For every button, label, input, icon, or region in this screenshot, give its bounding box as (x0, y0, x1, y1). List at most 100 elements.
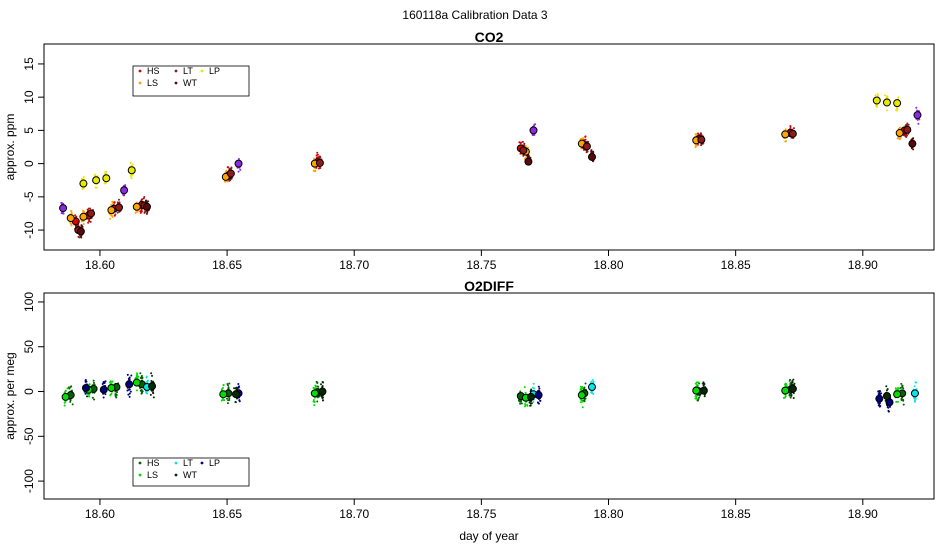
co2-panel: CO2 approx. ppm 18.60 18.65 18.70 18.75 18.8… (3, 29, 935, 272)
o2diff-sample-point (878, 390, 881, 393)
co2-x-tick-label: 18.60 (85, 258, 115, 272)
o2diff-sample-point (129, 390, 132, 393)
co2-sample-point (916, 109, 919, 112)
o2diff-sample-point (584, 382, 587, 385)
o2diff-sample-point (227, 384, 230, 387)
co2-x-tick-label: 18.75 (466, 258, 496, 272)
o2diff-legend-swatch (138, 473, 142, 477)
co2-sample-point (906, 134, 909, 137)
o2diff-sample-point (879, 392, 882, 395)
co2-sample-point (82, 210, 85, 213)
co2-sample-point (70, 212, 73, 215)
co2-sample-point (916, 118, 919, 121)
o2diff-sample-point (698, 396, 701, 399)
co2-y-tick-label: -10 (22, 221, 36, 239)
o2diff-means (61, 378, 919, 407)
co2-sample-point (697, 133, 700, 136)
o2diff-sample-point (885, 389, 888, 392)
o2diff-panel: O2DIFF approx. per meg day of year 18.60… (3, 278, 935, 543)
o2diff-sample-point (524, 405, 527, 408)
co2-plot-frame (43, 43, 935, 251)
o2diff-plot-frame (43, 292, 935, 500)
o2diff-sample-point (702, 381, 705, 384)
o2diff-sample-point (902, 403, 905, 406)
o2diff-sample-point (529, 404, 532, 407)
o2diff-sample-point (788, 394, 791, 397)
o2diff-legend-label: LS (147, 470, 158, 480)
o2diff-sample-point (900, 398, 903, 401)
co2-sample-point (585, 151, 588, 154)
o2diff-sample-point (126, 373, 129, 376)
co2-sample-point (695, 133, 698, 136)
o2diff-sample-point (316, 382, 319, 385)
o2diff-legend-label: HS (147, 458, 160, 468)
co2-sample-point (77, 235, 80, 238)
co2-mean-marker (587, 152, 596, 161)
o2diff-mean-marker (125, 380, 134, 389)
co2-sample-point (134, 211, 137, 214)
o2diff-sample-point (84, 392, 87, 395)
o2diff-x-tick-label: 18.65 (212, 507, 242, 521)
o2diff-sample-point (524, 391, 527, 394)
o2diff-sample-point (321, 399, 324, 402)
o2diff-sample-point (102, 396, 105, 399)
co2-sample-point (912, 148, 915, 151)
o2diff-sample-point (314, 384, 317, 387)
co2-sample-point (899, 136, 902, 139)
co2-mean-marker (882, 98, 891, 107)
o2diff-sample-point (900, 382, 903, 385)
o2diff-sample-point (886, 388, 889, 391)
co2-mean-marker (120, 186, 129, 195)
o2diff-legend-swatch (174, 461, 178, 465)
o2diff-sample-point (518, 399, 521, 402)
o2diff-sample-point (894, 387, 897, 390)
o2diff-sample-point (152, 380, 155, 383)
o2diff-x-tick-label: 18.85 (721, 507, 751, 521)
o2diff-sample-point (88, 395, 91, 398)
o2diff-sample-point (116, 391, 119, 394)
o2diff-sample-point (789, 396, 792, 399)
co2-y-tick-label: -5 (22, 191, 36, 202)
o2diff-sample-point (902, 387, 905, 390)
co2-sample-point (60, 212, 63, 215)
o2diff-sample-point (152, 392, 155, 395)
co2-sample-point (70, 209, 73, 212)
co2-mean-marker (529, 126, 538, 135)
co2-sample-point (875, 104, 878, 107)
o2diff-sample-point (537, 385, 540, 388)
co2-sample-point (318, 156, 321, 159)
o2diff-sample-point (152, 396, 155, 399)
o2diff-x-axis-label: day of year (459, 529, 518, 543)
co2-sample-point (592, 151, 595, 154)
co2-sample-point (62, 212, 65, 215)
o2diff-legend-swatch (200, 461, 204, 465)
o2diff-sample-point (695, 395, 698, 398)
o2diff-legend-swatch (138, 461, 142, 465)
o2diff-sample-point (580, 387, 583, 390)
co2-sample-point (111, 200, 114, 203)
co2-sample-point (792, 127, 795, 130)
o2diff-mean-marker (534, 391, 543, 400)
co2-mean-marker (87, 209, 96, 218)
o2diff-sample-point (519, 399, 522, 402)
co2-sample-point (129, 161, 132, 164)
co2-sample-point (88, 220, 91, 223)
co2-sample-point (82, 175, 85, 178)
o2diff-sample-point (312, 399, 315, 402)
o2diff-sample-point (321, 381, 324, 384)
co2-sample-point (145, 212, 148, 215)
o2diff-sample-point (223, 399, 226, 402)
co2-sample-point (80, 224, 83, 227)
co2-sample-point (904, 134, 907, 137)
o2diff-mean-marker (148, 382, 157, 391)
co2-sample-point (60, 201, 63, 204)
o2diff-mean-marker (875, 394, 884, 403)
o2diff-sample-point (221, 387, 224, 390)
co2-sample-point (111, 216, 114, 219)
o2diff-sample-point (64, 390, 67, 393)
o2diff-x-tick-label: 18.90 (848, 507, 878, 521)
co2-sample-point (886, 95, 889, 98)
o2diff-sample-point (85, 380, 88, 383)
co2-legend-label: HS (147, 66, 160, 76)
o2diff-sample-point (69, 400, 72, 403)
